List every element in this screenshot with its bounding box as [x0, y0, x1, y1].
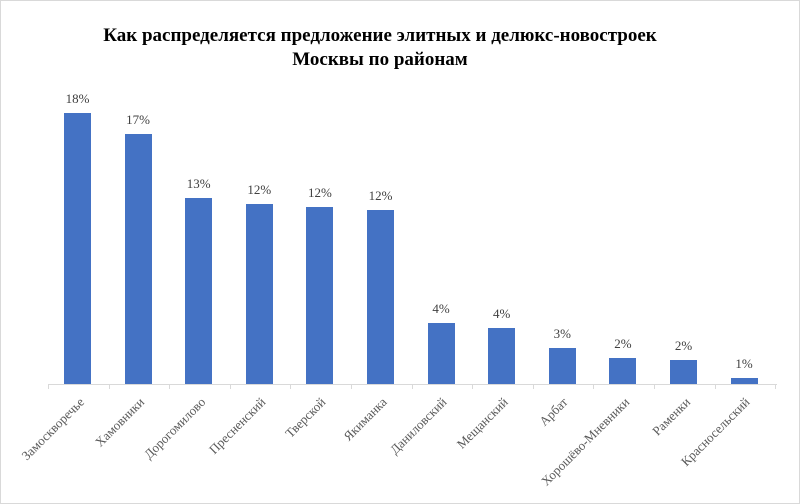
x-axis-tick — [532, 384, 534, 389]
bar-3 — [185, 198, 213, 384]
data-label: 3% — [553, 326, 571, 341]
x-tick-label: Пресненский — [206, 394, 269, 457]
x-tick-label: Дорогомилово — [140, 394, 208, 462]
x-axis-tick — [48, 384, 49, 389]
x-axis-tick — [775, 384, 777, 389]
x-axis-tick — [169, 384, 171, 389]
bar-11 — [670, 360, 697, 384]
data-label: 4% — [493, 306, 511, 321]
data-label: 12% — [247, 182, 272, 197]
bar-5 — [306, 207, 334, 384]
chart-title-line-2: Москвы по районам — [292, 49, 468, 70]
x-tick-label: Тверской — [282, 394, 329, 441]
x-tick-label: Замоскворечье — [17, 394, 87, 464]
data-label: 18% — [65, 91, 90, 106]
data-label: 4% — [432, 301, 450, 316]
x-tick-label: Арбат — [536, 394, 571, 429]
bar-4 — [245, 204, 273, 384]
bar-12 — [730, 378, 758, 384]
x-axis-tick — [411, 384, 413, 389]
bar-6 — [367, 210, 394, 384]
bar-9 — [548, 348, 576, 384]
x-tick-label: Мещанский — [453, 394, 511, 452]
bar-2 — [124, 134, 152, 384]
x-axis-tick — [714, 384, 716, 389]
x-axis-tick — [108, 384, 110, 389]
x-axis-tick — [351, 384, 352, 389]
x-axis-tick — [229, 384, 231, 389]
data-label: 12% — [307, 185, 332, 200]
x-tick-label: Хамовники — [91, 394, 148, 450]
x-tick-label: Раменки — [648, 394, 693, 439]
x-tick-label: Даниловский — [386, 394, 450, 457]
bar-1 — [64, 113, 91, 384]
data-label: 12% — [368, 188, 393, 203]
x-axis-tick — [290, 384, 292, 389]
x-axis-tick — [654, 384, 655, 389]
data-label: 2% — [614, 336, 632, 351]
data-label: 17% — [126, 112, 151, 127]
data-label: 13% — [186, 176, 211, 191]
chart-title-line-1: Как распределяется предложение элитных и… — [103, 25, 657, 46]
chart-title: Как распределяется предложение элитных и… — [0, 24, 760, 72]
x-axis-tick — [472, 384, 474, 389]
bar-10 — [609, 358, 637, 384]
data-label: 1% — [735, 356, 753, 371]
x-axis-tick — [593, 384, 595, 389]
bar-8 — [488, 328, 516, 384]
x-tick-label: Якиманка — [339, 394, 390, 444]
data-label: 2% — [674, 338, 693, 353]
bar-7 — [427, 323, 455, 384]
